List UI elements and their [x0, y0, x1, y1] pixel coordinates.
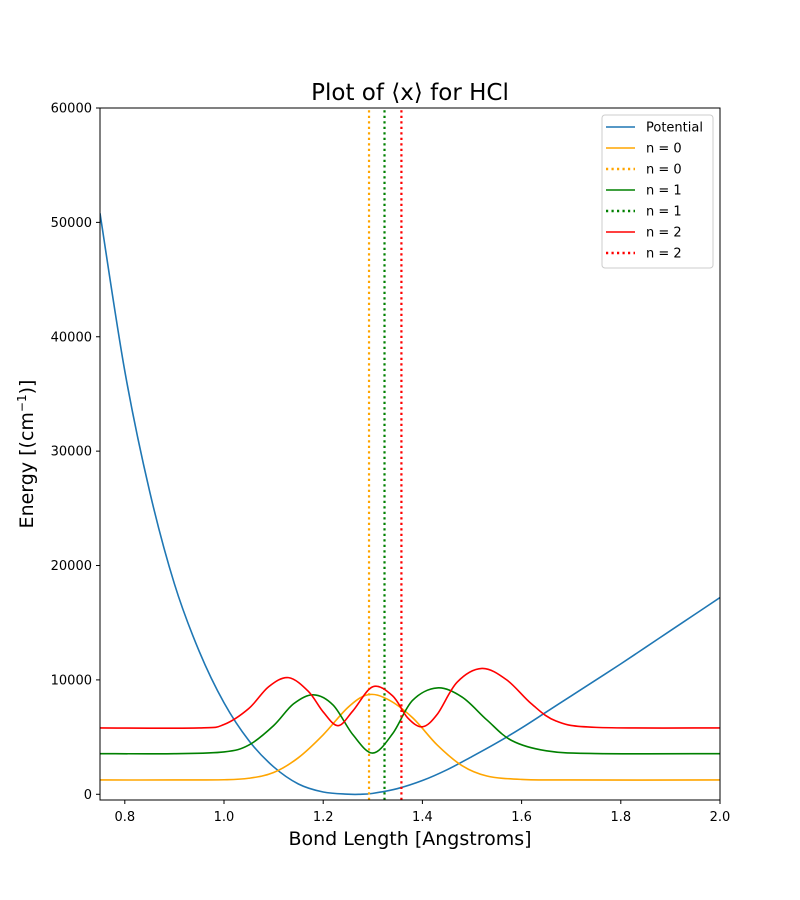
legend-label-n-2: n = 2	[646, 247, 682, 262]
y-tick-label: 0	[84, 788, 92, 803]
y-tick-label: 40000	[51, 330, 92, 345]
y-axis-title: Energy [(cm−1)]	[15, 380, 38, 529]
y-tick-label: 60000	[51, 102, 92, 117]
x-axis-ticks: 0.8 1.0 1.2 1.4 1.6 1.8 2.0	[114, 800, 730, 825]
x-axis-title: Bond Length [Angstroms]	[288, 828, 531, 850]
x-tick-label: 1.2	[313, 810, 334, 825]
plot-frame	[99, 107, 721, 801]
y-tick-label: 10000	[51, 673, 92, 688]
x-tick-label: 1.6	[511, 810, 532, 825]
legend-label-n-0: n = 0	[646, 163, 682, 178]
legend-box	[601, 114, 714, 269]
x-tick-label: 2.0	[710, 810, 731, 825]
legend-label-n-0: n = 0	[646, 142, 682, 157]
chart-title: Plot of ⟨x⟩ for HCl	[311, 80, 509, 106]
x-tick-label: 1.0	[214, 810, 235, 825]
series-n-2-curve	[100, 667, 720, 729]
y-tick-label: 30000	[51, 445, 92, 460]
legend: Potential n = 0 n = 0 n = 1 n = 1 n = 2 n = 2	[601, 114, 714, 269]
y-tick-label: 20000	[51, 559, 92, 574]
legend-label-potential: Potential	[646, 121, 703, 136]
y-axis-ticks: 0 10000 20000 30000 40000 50000 60000	[51, 102, 100, 803]
series-layer	[100, 108, 720, 800]
legend-label-n-1: n = 1	[646, 205, 682, 220]
x-tick-label: 0.8	[114, 810, 135, 825]
series-potential-curve	[100, 213, 720, 796]
series-n-0-curve	[100, 693, 720, 781]
x-tick-label: 1.8	[610, 810, 631, 825]
y-tick-label: 50000	[51, 216, 92, 231]
legend-label-n-1: n = 1	[646, 184, 682, 199]
legend-label-n-2: n = 2	[646, 226, 682, 241]
series-n-1-curve	[100, 687, 720, 755]
x-tick-label: 1.4	[412, 810, 433, 825]
